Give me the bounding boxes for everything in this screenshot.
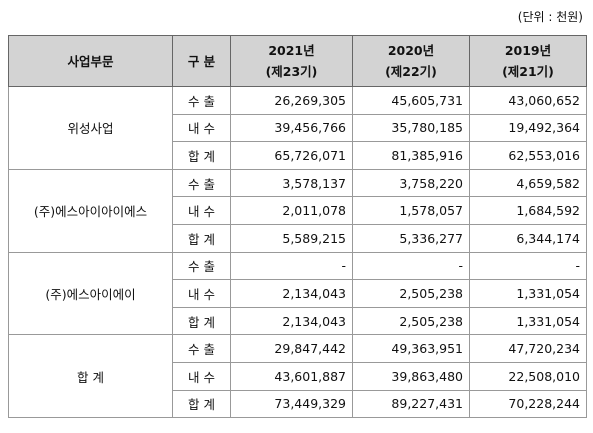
- kind-cell: 수 출: [172, 334, 231, 363]
- amount-cell: 22,508,010: [469, 361, 587, 391]
- kind-cell: 수 출: [172, 251, 231, 281]
- amount-cell: 43,601,887: [230, 361, 353, 391]
- amount-cell: 1,331,054: [469, 306, 587, 336]
- header-cell: 2021년 (제23기): [230, 35, 353, 87]
- amount-cell: 70,228,244: [469, 389, 587, 419]
- kind-cell: 내 수: [172, 196, 231, 225]
- amount-cell: 2,505,238: [352, 306, 470, 336]
- header-row: 사업부문 구 분 2021년 (제23기) 2020년 (제22기) 2019년 (제21기): [8, 35, 587, 87]
- amount-cell: 89,227,431: [352, 389, 470, 419]
- amount-cell: 1,331,054: [469, 279, 587, 308]
- kind-cell: 내 수: [172, 113, 231, 143]
- unit-note: (단위 : 천원): [517, 10, 583, 24]
- kind-cell: 수 출: [172, 86, 231, 115]
- amount-cell: -: [352, 251, 470, 281]
- kind-cell: 내 수: [172, 279, 231, 308]
- table-row: 내 수 43,601,887 39,863,480 22,508,010: [9, 361, 587, 391]
- table-row: 합 계 73,449,329 89,227,431 70,228,244: [9, 389, 587, 419]
- amount-cell: 62,553,016: [469, 141, 587, 170]
- segment-cell: 위성사업: [8, 86, 173, 170]
- table-row: (주)에스아이에이 수 출---: [8, 251, 587, 336]
- amount-cell: 39,863,480: [352, 361, 470, 391]
- table-row: 내 수 39,456,766 35,780,185 19,492,364: [9, 113, 587, 143]
- header-line: 2020년: [387, 43, 435, 58]
- kind-cell: 합 계: [172, 223, 231, 253]
- table-row: 내 수 2,134,043 2,505,238 1,331,054: [9, 279, 587, 308]
- amount-cell: 45,605,731: [352, 86, 470, 115]
- amount-cell: 2,134,043: [230, 306, 353, 336]
- amount-cell: 19,492,364: [469, 113, 587, 143]
- amount-cell: 73,449,329: [230, 389, 353, 419]
- amount-cell: 65,726,071: [230, 141, 353, 170]
- amount-cell: 43,060,652: [469, 86, 587, 115]
- amount-cell: 47,720,234: [469, 334, 587, 363]
- amount-cell: 81,385,916: [352, 141, 470, 170]
- amount-cell: -: [469, 251, 587, 281]
- header-line: (제23기): [265, 64, 318, 79]
- table-row: 합 계 5,589,215 5,336,277 6,344,174: [9, 223, 587, 253]
- amount-cell: 5,589,215: [230, 223, 353, 253]
- kind-cell: 수 출: [172, 168, 231, 198]
- amount-cell: 26,269,305: [230, 86, 353, 115]
- amount-cell: 35,780,185: [352, 113, 470, 143]
- amount-cell: 2,011,078: [230, 196, 353, 225]
- header-line: (제22기): [385, 64, 437, 79]
- kind-cell: 합 계: [172, 306, 231, 336]
- amount-cell: 6,344,174: [469, 223, 587, 253]
- header-cell: 2019년 (제21기): [469, 35, 587, 87]
- amount-cell: 29,847,442: [230, 334, 353, 363]
- amount-cell: 4,659,582: [469, 168, 587, 198]
- amount-cell: 2,134,043: [230, 279, 353, 308]
- header-line: 2019년: [504, 43, 552, 58]
- table-row: (주)에스아이아이에스 수 출 3,578,137 3,758,220 4,659,58…: [8, 168, 587, 253]
- amount-cell: 5,336,277: [352, 223, 470, 253]
- kind-cell: 합 계: [172, 389, 231, 419]
- amount-cell: 39,456,766: [230, 113, 353, 143]
- header-cell: 2020년 (제22기): [352, 35, 470, 87]
- amount-cell: 1,684,592: [469, 196, 587, 225]
- table-row: 합 계 65,726,071 81,385,916 62,553,016: [9, 141, 587, 170]
- data-table: 사업부문 구 분 2021년 (제23기) 2020년 (제22기) 2019년 (제21기)…: [8, 35, 587, 419]
- table-row: 위성사업 수 출 26,269,305 45,605,731 43,060,652: [8, 86, 587, 170]
- header-line: 2021년: [268, 43, 315, 58]
- amount-cell: 3,578,137: [230, 168, 353, 198]
- header-line: 구 분: [187, 53, 216, 69]
- segment-cell: (주)에스아이아이에스: [8, 168, 173, 253]
- header-cell: 구 분: [172, 35, 231, 87]
- table-row: 내 수 2,011,078 1,578,057 1,684,592: [9, 196, 587, 225]
- header-cell: 사업부문: [8, 35, 173, 87]
- kind-cell: 내 수: [172, 361, 231, 391]
- amount-cell: -: [230, 251, 353, 281]
- segment-cell: (주)에스아이에이: [8, 251, 173, 336]
- amount-cell: 3,758,220: [352, 168, 470, 198]
- table-body: 위성사업 수 출 26,269,305 45,605,731 43,060,652 내 수…: [8, 86, 587, 419]
- amount-cell: 1,578,057: [352, 196, 470, 225]
- amount-cell: 49,363,951: [352, 334, 470, 363]
- header-line: (제21기): [502, 64, 554, 79]
- table-row: 합 계 2,134,043 2,505,238 1,331,054: [9, 306, 587, 336]
- amount-cell: 2,505,238: [352, 279, 470, 308]
- header-line: 사업부문: [67, 53, 114, 69]
- segment-cell: 합 계: [8, 334, 173, 419]
- kind-cell: 합 계: [172, 141, 231, 170]
